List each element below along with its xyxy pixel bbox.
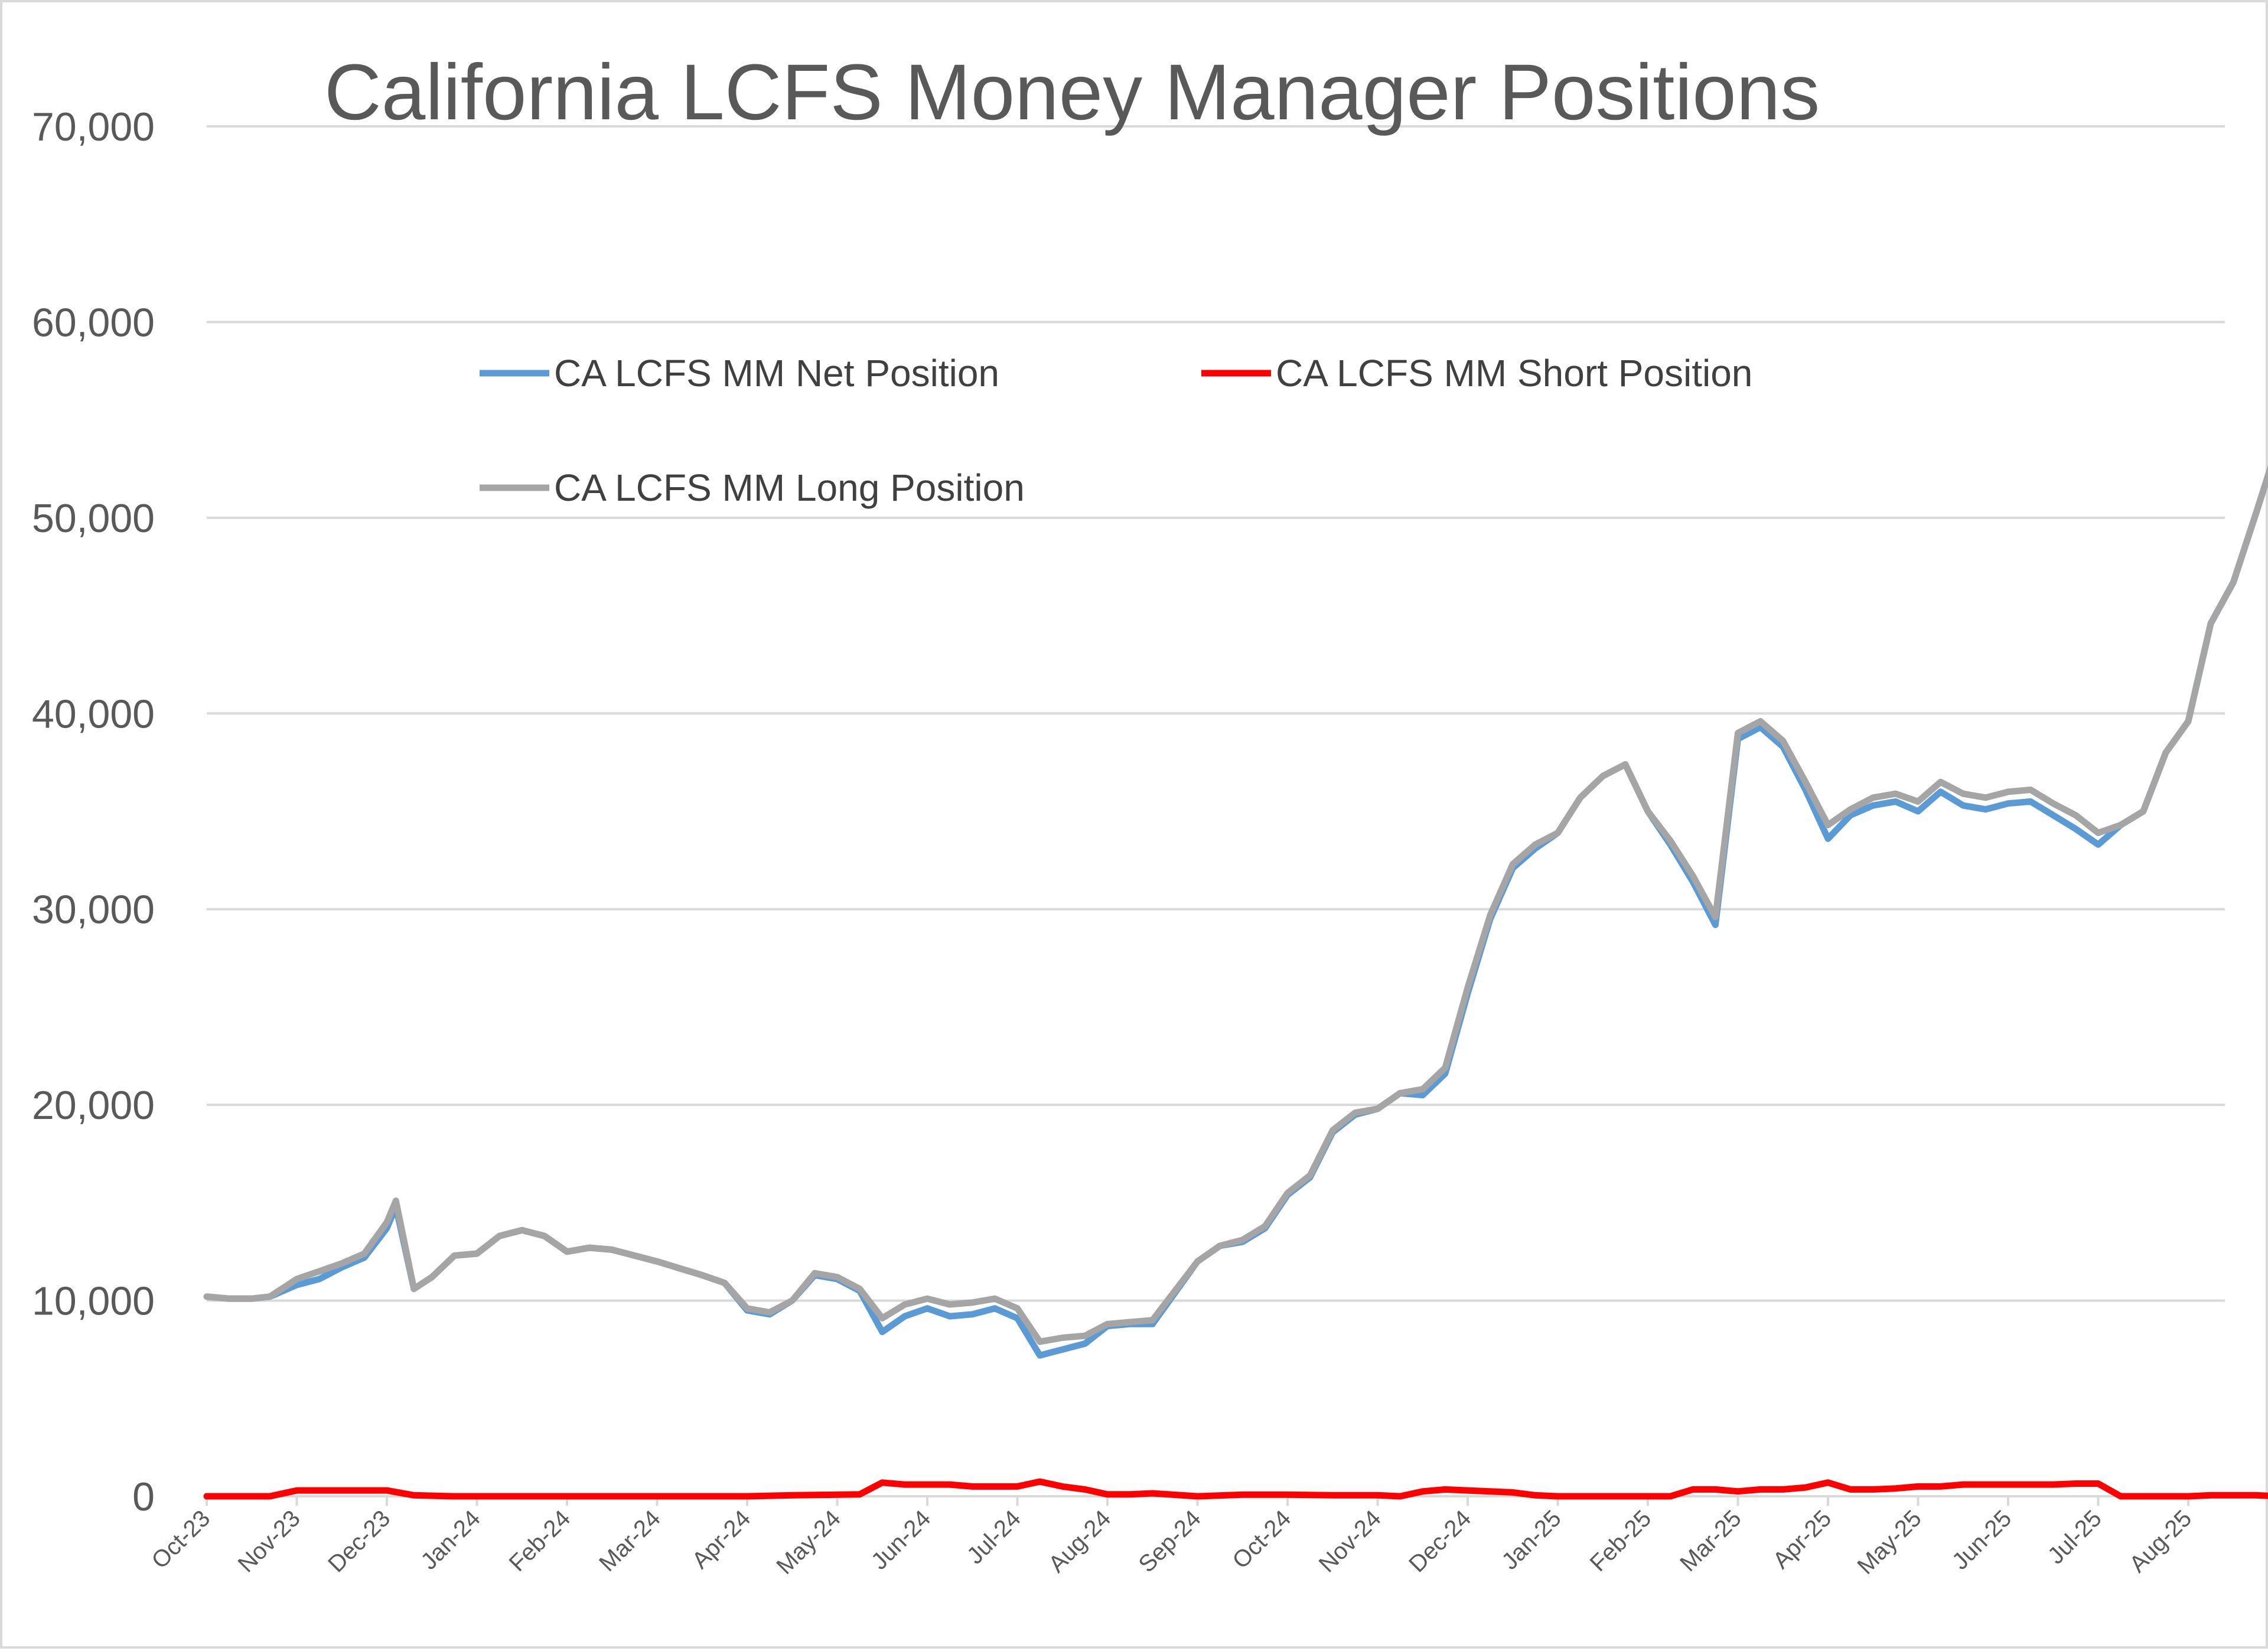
x-tick-label: Jun-24 bbox=[866, 1505, 936, 1575]
x-tick-label: Feb-24 bbox=[504, 1505, 576, 1577]
y-tick-label: 30,000 bbox=[32, 888, 155, 932]
x-tick-label: Aug-24 bbox=[1044, 1505, 1116, 1577]
x-tick-label: Sep-24 bbox=[1134, 1505, 1206, 1577]
x-tick-label: Aug-25 bbox=[2124, 1505, 2197, 1577]
legend-long-position-label: CA LCFS MM Long Position bbox=[554, 466, 1025, 509]
x-tick-label: Mar-25 bbox=[1675, 1505, 1746, 1577]
long-position-line bbox=[203, 465, 2268, 1345]
x-tick-label: Nov-23 bbox=[233, 1505, 305, 1577]
x-tick-label: Jul-25 bbox=[2043, 1505, 2107, 1569]
y-tick-label: 0 bbox=[132, 1474, 155, 1519]
x-tick-label: Jun-25 bbox=[1947, 1505, 2017, 1575]
short-position-line bbox=[203, 1478, 2268, 1500]
y-tick-label: 10,000 bbox=[32, 1279, 155, 1324]
net-position-line bbox=[203, 465, 2268, 1359]
y-axis-ticks: 0 10,000 20,000 30,000 40,000 50,000 60,000 70,… bbox=[32, 105, 155, 1519]
chart-title: California LCFS Money Manager Positions bbox=[324, 48, 1820, 136]
x-tick-label: Jul-24 bbox=[962, 1505, 1026, 1569]
x-tick-label: Dec-24 bbox=[1404, 1505, 1476, 1577]
x-axis: Oct-23 Nov-23 Dec-23 Jan-24 Feb-24 Mar-24 Apr-… bbox=[146, 1495, 2225, 1580]
y-tick-label: 50,000 bbox=[32, 496, 155, 541]
series-lines bbox=[203, 465, 2268, 1500]
x-tick-label: Oct-24 bbox=[1227, 1505, 1296, 1574]
x-tick-label: Apr-24 bbox=[687, 1505, 755, 1574]
x-tick-label: May-25 bbox=[1852, 1505, 1926, 1579]
x-tick-label: Feb-25 bbox=[1585, 1505, 1657, 1577]
legend-net-position-label: CA LCFS MM Net Position bbox=[554, 352, 999, 394]
legend: CA LCFS MM Net Position CA LCFS MM Short … bbox=[480, 352, 1752, 509]
x-tick-label: Jan-24 bbox=[416, 1505, 485, 1575]
x-tick-label: Jan-25 bbox=[1497, 1505, 1566, 1575]
gridlines bbox=[207, 125, 2225, 1302]
x-tick-label: May-24 bbox=[771, 1505, 845, 1579]
y-tick-label: 70,000 bbox=[32, 105, 155, 149]
y-tick-label: 60,000 bbox=[32, 300, 155, 345]
y-tick-label: 40,000 bbox=[32, 691, 155, 736]
x-tick-label: Dec-23 bbox=[323, 1505, 395, 1577]
x-tick-label: Mar-24 bbox=[594, 1505, 666, 1577]
x-tick-label: Apr-25 bbox=[1768, 1505, 1836, 1574]
x-tick-label: Nov-24 bbox=[1314, 1505, 1386, 1577]
legend-short-position-label: CA LCFS MM Short Position bbox=[1276, 352, 1752, 394]
y-tick-label: 20,000 bbox=[32, 1083, 155, 1128]
x-tick-label: Oct-23 bbox=[146, 1505, 215, 1574]
